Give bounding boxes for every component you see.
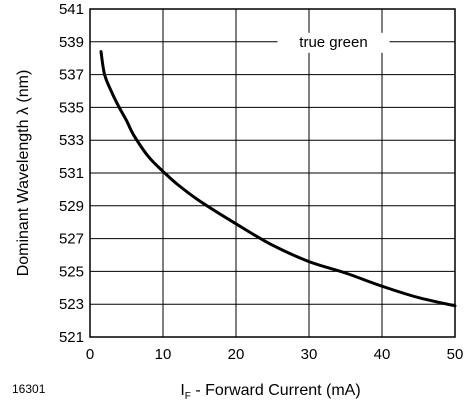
x-axis-title-main: I — [180, 382, 184, 399]
x-tick-label: 50 — [447, 346, 464, 363]
annotation-background — [277, 32, 390, 53]
y-tick-label: 521 — [59, 329, 84, 346]
x-axis-title-subscript: F — [185, 391, 191, 402]
y-tick-label: 535 — [59, 99, 84, 116]
annotation-layer: true green — [277, 32, 390, 53]
y-tick-label: 537 — [59, 67, 84, 84]
y-tick-label: 523 — [59, 296, 84, 313]
x-axis-title-rest: - Forward Current (mA) — [191, 382, 361, 399]
y-tick-label: 531 — [59, 165, 84, 182]
grid — [89, 8, 456, 338]
x-axis-title: IF - Forward Current (mA) — [180, 382, 360, 402]
y-tick-label: 527 — [59, 231, 84, 248]
y-tick-labels: 521 523 525 527 529 531 533 535 537 539 541 — [59, 1, 84, 346]
y-tick-label: 525 — [59, 263, 84, 280]
x-tick-label: 0 — [86, 346, 94, 363]
y-tick-label: 529 — [59, 198, 84, 215]
figure-id: 16301 — [12, 382, 46, 396]
x-tick-label: 30 — [301, 346, 318, 363]
x-tick-label: 40 — [374, 346, 391, 363]
x-tick-label: 20 — [228, 346, 245, 363]
x-tick-label: 10 — [155, 346, 172, 363]
curve-layer — [99, 50, 457, 308]
series-line — [99, 50, 457, 308]
plot-area — [89, 8, 456, 338]
x-tick-labels: 0 10 20 30 40 50 — [86, 346, 464, 363]
y-axis-title: Dominant Wavelength λ (nm) — [15, 70, 32, 277]
y-tick-label: 539 — [59, 34, 84, 51]
annotation-label: true green — [299, 34, 367, 51]
y-tick-label: 533 — [59, 132, 84, 149]
y-tick-label: 541 — [59, 1, 84, 18]
